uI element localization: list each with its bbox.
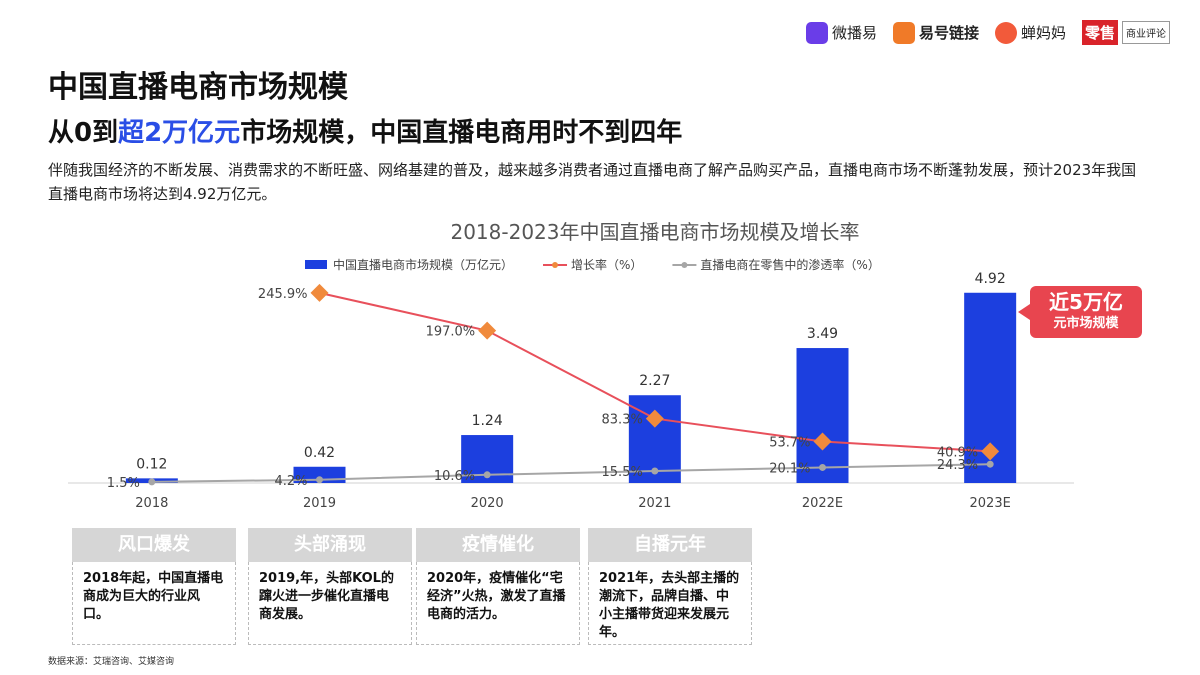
logo: 零售 商业评论 (1081, 20, 1170, 45)
card-title: 疫情催化 (416, 528, 580, 562)
legend-label: 中国直播电商市场规模（万亿元） (333, 257, 513, 272)
bar-label: 0.12 (136, 456, 167, 472)
value-label: 197.0% (426, 325, 476, 340)
chart: 2018-2023年中国直播电商市场规模及增长率 中国直播电商市场规模（万亿元）… (68, 220, 1074, 511)
card: 头部涌现 2019,年，头部KOL的蹿火进一步催化直播电商发展。 (248, 528, 412, 645)
value-label: 15.5% (602, 465, 643, 480)
value-label: 24.3% (937, 458, 978, 473)
legend-marker (552, 262, 559, 268)
line (151, 463, 991, 483)
logo-text: 商业评论 (1122, 21, 1170, 44)
bar-label: 4.92 (975, 271, 1006, 287)
legend-label: 增长率（%） (571, 257, 642, 272)
card: 风口爆发 2018年起，中国直播电商成为巨大的行业风口。 (72, 528, 236, 645)
logo-text: 易号链接 (918, 24, 979, 42)
value-label: 83.3% (602, 413, 643, 428)
value-label: 40.9% (937, 445, 978, 460)
logo: 易号链接 (892, 21, 979, 44)
value-label: 20.1% (769, 461, 810, 476)
legend-item: 中国直播电商市场规模（万亿元） (305, 257, 513, 272)
marker (478, 321, 497, 340)
x-tick-label: 2019 (303, 496, 336, 511)
value-label: 245.9% (258, 287, 308, 302)
logo-text: 蝉妈妈 (1020, 24, 1066, 42)
card-text: 2018年起，中国直播电商成为巨大的行业风口。 (72, 562, 236, 645)
marker (981, 442, 1000, 461)
bar-label: 2.27 (639, 373, 670, 389)
logo: 蝉妈妈 (994, 21, 1066, 44)
value-label: 53.7% (769, 435, 810, 450)
description: 伴随我国经济的不断发展、消费需求的不断旺盛、网络基建的普及，越来越多消费者通过直… (48, 161, 1137, 203)
subtitle-highlight: 超2万亿元 (118, 118, 241, 148)
source: 数据来源：艾瑞咨询、艾媒咨询 (48, 657, 175, 667)
x-tick-label: 2021 (638, 496, 671, 511)
bar-label: 0.42 (304, 445, 335, 461)
legend-swatch (305, 260, 327, 269)
legend-item: 直播电商在零售中的渗透率（%） (672, 257, 880, 272)
callout-pointer (1018, 304, 1030, 320)
legend-marker (681, 262, 688, 268)
title: 中国直播电商市场规模 (48, 70, 348, 105)
legend-item: 增长率（%） (543, 257, 642, 272)
value-label: 10.6% (434, 469, 475, 484)
marker (819, 463, 826, 471)
logo-bar: 微播易 易号链接 蝉妈妈 零售 商业评论 (805, 20, 1170, 45)
value-label: 4.2% (274, 474, 307, 489)
bar (796, 348, 849, 483)
marker (316, 476, 323, 484)
logo-text: 零售 (1081, 20, 1118, 45)
plot: 2018 2019 2020 2021 2022E 2023E 0.12 0.42 1.24 2.… (68, 271, 1074, 511)
subtitle-part: 从0到 (48, 118, 119, 148)
card-text: 2021年，去头部主播的潮流下，品牌自播、中小主播带货迎来发展元年。 (588, 562, 752, 645)
card-text: 2020年，疫情催化“宅经济”火热，激发了直播电商的活力。 (416, 562, 580, 645)
marker (986, 460, 994, 468)
chart-title: 2018-2023年中国直播电商市场规模及增长率 (450, 220, 859, 244)
card: 疫情催化 2020年，疫情催化“宅经济”火热，激发了直播电商的活力。 (416, 528, 580, 645)
marker (310, 283, 329, 302)
x-tick-label: 2022E (802, 496, 843, 511)
marker (483, 471, 491, 479)
marker (813, 432, 832, 451)
card-title: 自播元年 (588, 528, 752, 562)
bar-label: 1.24 (472, 413, 503, 429)
marker (148, 478, 156, 486)
card-title: 风口爆发 (72, 528, 236, 562)
marker (645, 409, 664, 428)
card-text: 2019,年，头部KOL的蹿火进一步催化直播电商发展。 (248, 562, 412, 645)
x-tick-label: 2020 (471, 496, 504, 511)
logo-text: 微播易 (831, 24, 877, 42)
x-tick-label: 2018 (135, 496, 168, 511)
logo: 微播易 (805, 21, 877, 44)
card: 自播元年 2021年，去头部主播的潮流下，品牌自播、中小主播带货迎来发展元年。 (588, 528, 752, 645)
legend: 中国直播电商市场规模（万亿元） 增长率（%） 直播电商在零售中的渗透率（%） (305, 257, 880, 272)
legend-label: 直播电商在零售中的渗透率（%） (700, 257, 879, 272)
marker (651, 467, 659, 475)
x-tick-label: 2023E (970, 496, 1011, 511)
subtitle-part: 市场规模，中国直播电商用时不到四年 (240, 118, 683, 148)
card-title: 头部涌现 (248, 528, 412, 562)
callout-main: 近5万亿 (1049, 290, 1123, 314)
callout: 近5万亿 元市场规模 (1030, 286, 1142, 338)
callout-sub: 元市场规模 (1053, 316, 1119, 331)
bar-label: 3.49 (807, 326, 838, 342)
subtitle: 从0到超2万亿元市场规模，中国直播电商用时不到四年 (48, 112, 682, 149)
value-label: 1.5% (107, 476, 140, 491)
